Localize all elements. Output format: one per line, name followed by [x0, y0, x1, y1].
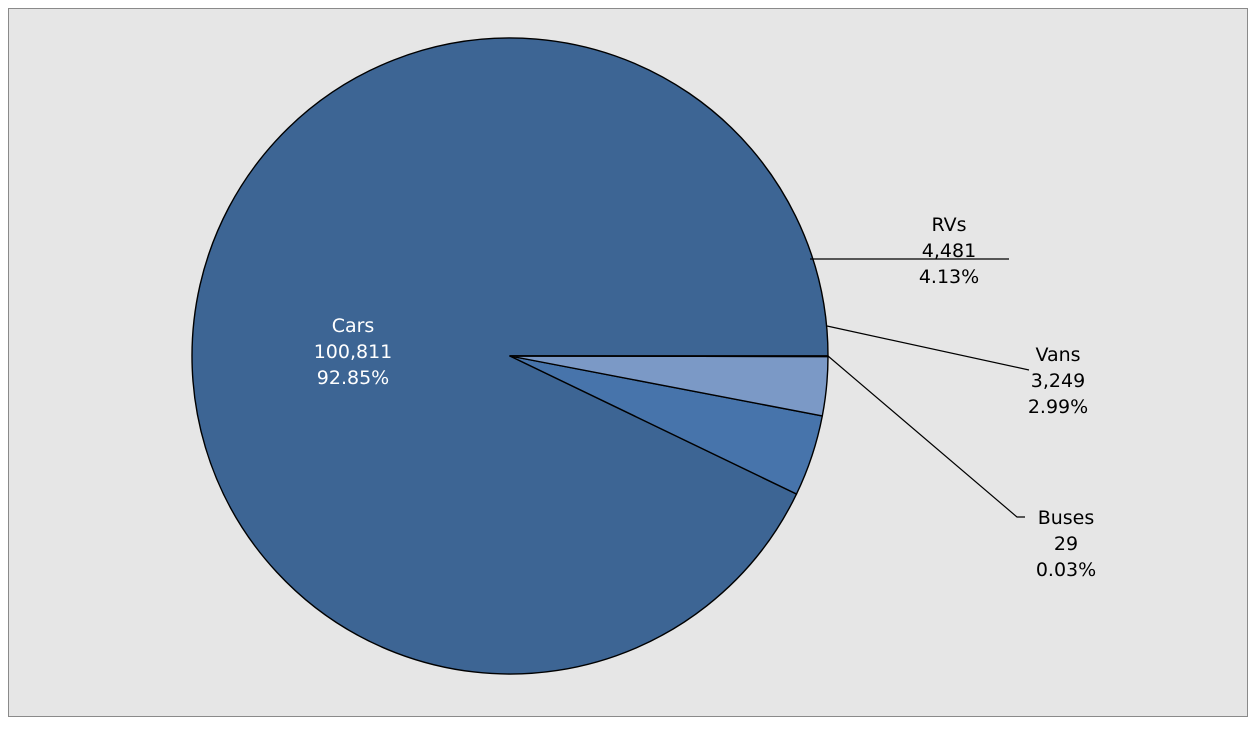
data-label-vans-name: Vans: [1035, 344, 1080, 366]
data-label-buses-name: Buses: [1038, 507, 1095, 529]
data-label-vans: Vans 3,249 2.99%: [1028, 344, 1088, 418]
chart-area: Cars 100,811 92.85% RVs 4,481 4.13% Vans 3,249 2…: [8, 8, 1248, 717]
data-label-cars: Cars 100,811 92.85%: [314, 315, 393, 389]
data-label-buses-percent: 0.03%: [1036, 559, 1096, 581]
data-label-rvs-percent: 4.13%: [919, 266, 979, 288]
pie-chart: Cars 100,811 92.85% RVs 4,481 4.13% Vans 3,249 2…: [191, 37, 1096, 675]
data-label-buses: Buses 29 0.03%: [1036, 507, 1096, 581]
data-label-cars-name: Cars: [332, 315, 375, 337]
data-label-rvs: RVs 4,481 4.13%: [919, 214, 979, 288]
data-label-vans-value: 3,249: [1031, 370, 1085, 392]
data-label-buses-value: 29: [1054, 533, 1078, 555]
data-label-cars-percent: 92.85%: [317, 367, 389, 389]
pie-slice-buses: [509, 355, 829, 358]
data-label-cars-value: 100,811: [314, 341, 393, 363]
leader-line-vans: [826, 325, 1030, 371]
data-label-rvs-value: 4,481: [922, 240, 976, 262]
data-label-rvs-name: RVs: [931, 214, 966, 236]
leader-line-buses: [827, 355, 1025, 518]
data-label-vans-percent: 2.99%: [1028, 396, 1088, 418]
